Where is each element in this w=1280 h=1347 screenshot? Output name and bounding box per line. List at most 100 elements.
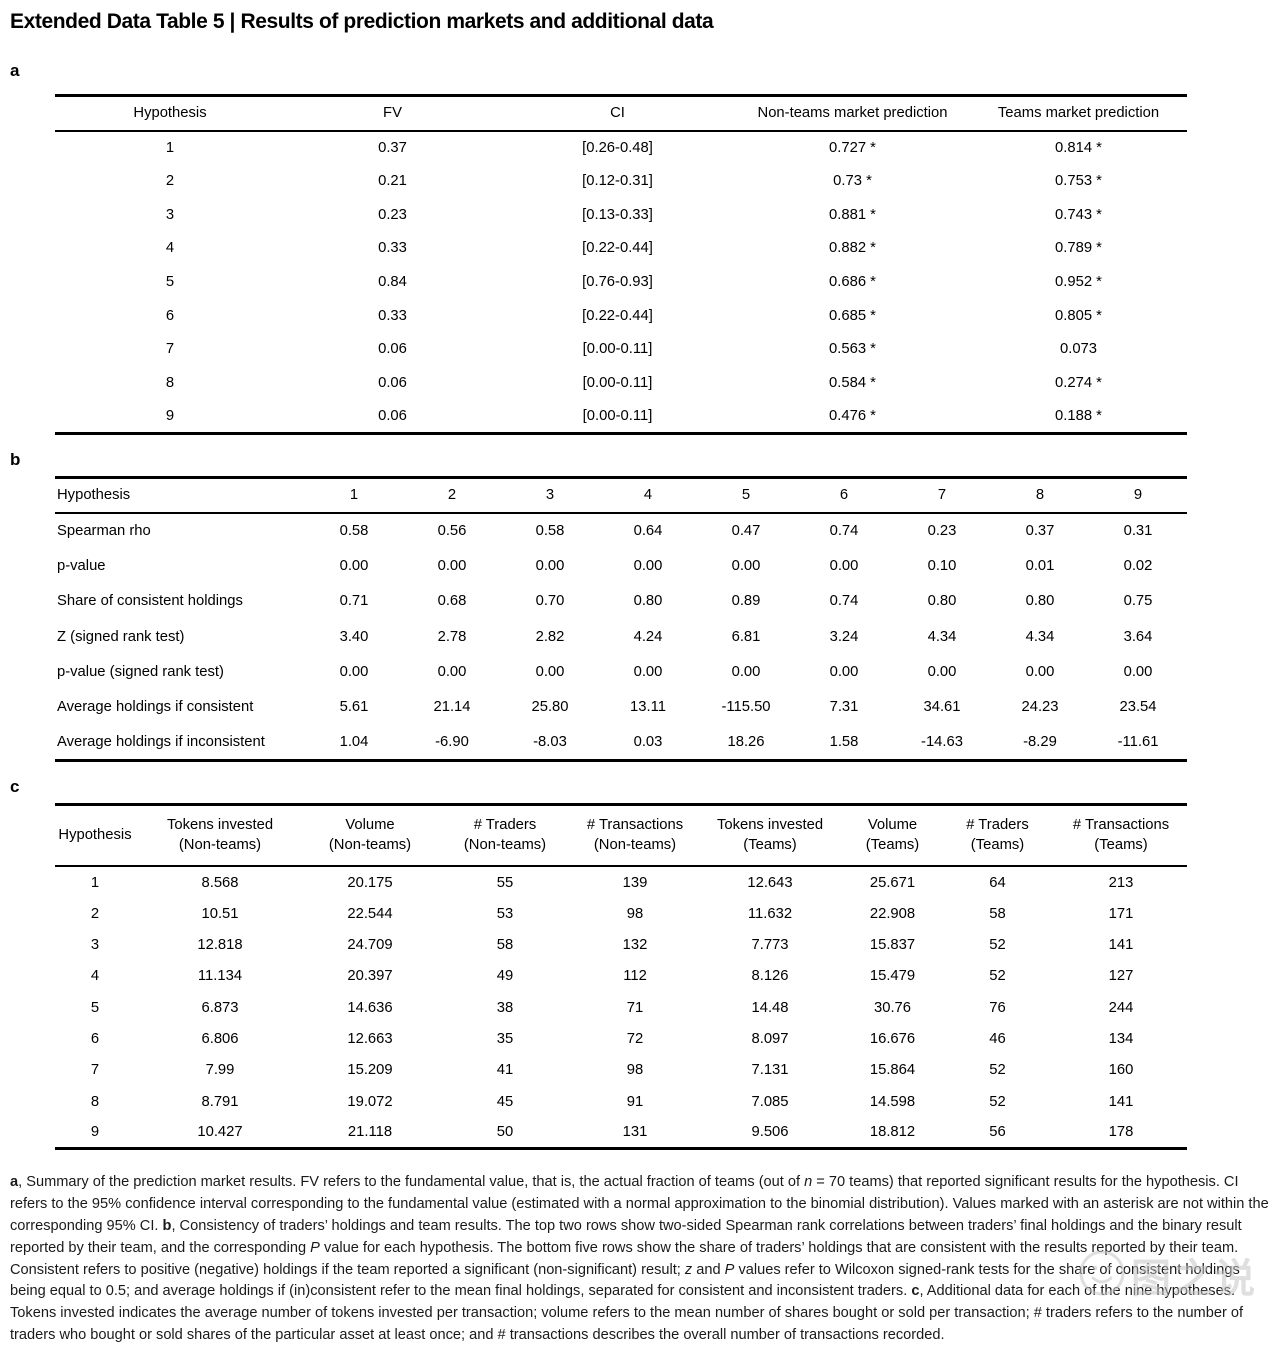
value-cell: 12.663 bbox=[347, 1031, 393, 1048]
column-header: 5 bbox=[741, 487, 751, 504]
value-cell: 0.75 bbox=[1123, 593, 1153, 610]
value-cell: 3.24 bbox=[829, 628, 859, 645]
value-cell: -115.50 bbox=[721, 699, 771, 716]
value-cell: [0.00-0.11] bbox=[582, 375, 653, 392]
value-cell: 0.31 bbox=[1123, 522, 1153, 539]
panel-label-c: c bbox=[10, 776, 20, 796]
footnote-segment: n bbox=[804, 1174, 813, 1191]
value-cell: [0.13-0.33] bbox=[582, 206, 653, 223]
value-cell: 0.80 bbox=[633, 593, 663, 610]
value-cell: 24.709 bbox=[347, 936, 393, 953]
value-cell: 98 bbox=[626, 905, 644, 922]
footnote-segment: , Summary of the prediction market resul… bbox=[18, 1174, 805, 1191]
value-cell: 35 bbox=[496, 1031, 514, 1048]
value-cell: 0.00 bbox=[731, 557, 761, 574]
column-header: # Traders (Non-teams) bbox=[463, 816, 547, 853]
value-cell: 2.82 bbox=[535, 628, 565, 645]
value-cell: 7.131 bbox=[751, 1062, 789, 1079]
column-header: Tokens invested (Teams) bbox=[716, 816, 824, 853]
table-row: 6 6.806 12.663 35 72 8.097 16.676 46 134 bbox=[55, 1023, 1187, 1054]
table-row: 8 8.791 19.072 45 91 7.085 14.598 52 141 bbox=[55, 1086, 1187, 1117]
column-header: 7 bbox=[937, 487, 947, 504]
table-row: 7 7.99 15.209 41 98 7.131 15.864 52 160 bbox=[55, 1055, 1187, 1086]
footnote-segment: P bbox=[310, 1239, 320, 1256]
value-cell: 52 bbox=[989, 936, 1006, 953]
value-cell: 18.812 bbox=[869, 1124, 916, 1141]
value-cell: 11.134 bbox=[197, 968, 243, 985]
value-cell: 11.632 bbox=[747, 905, 793, 922]
value-cell: 0.686 * bbox=[829, 274, 876, 291]
value-cell: [0.12-0.31] bbox=[582, 173, 653, 190]
table-row: 1 0.37 [0.26-0.48] 0.727 * 0.814 * bbox=[55, 131, 1187, 165]
value-cell: 0.89 bbox=[731, 593, 761, 610]
value-cell: 0.56 bbox=[437, 522, 467, 539]
row-label-cell: 2 bbox=[165, 173, 175, 190]
value-cell: 160 bbox=[1108, 1062, 1134, 1079]
value-cell: 0.00 bbox=[339, 663, 369, 680]
column-header: Hypothesis bbox=[133, 105, 207, 122]
additional-market-data-table: Hypothesis Tokens invested (Non-teams) Vol… bbox=[55, 802, 1187, 1151]
column-header: Hypothesis bbox=[57, 487, 131, 504]
row-label-cell: 1 bbox=[90, 874, 100, 891]
value-cell: 0.00 bbox=[829, 557, 859, 574]
value-cell: 15.209 bbox=[347, 1062, 393, 1079]
table-row: 1 8.568 20.175 55 139 12.643 25.671 64 213 bbox=[55, 866, 1187, 897]
row-label-cell: Z (signed rank test) bbox=[57, 628, 185, 645]
value-cell: 0.274 * bbox=[1055, 375, 1102, 392]
value-cell: 112 bbox=[623, 968, 647, 985]
value-cell: 0.805 * bbox=[1055, 307, 1102, 324]
table-row: Z (signed rank test) 3.40 2.78 2.82 4.24 6.81… bbox=[55, 619, 1187, 654]
value-cell: 8.097 bbox=[751, 1031, 789, 1048]
value-cell: 6.806 bbox=[201, 1031, 239, 1048]
value-cell: 244 bbox=[1108, 999, 1134, 1016]
value-cell: 0.685 * bbox=[829, 307, 876, 324]
row-label-cell: 5 bbox=[165, 274, 175, 291]
value-cell: 0.00 bbox=[437, 663, 467, 680]
value-cell: 98 bbox=[626, 1062, 644, 1079]
column-header: Non-teams market prediction bbox=[757, 105, 948, 122]
row-label-cell: 6 bbox=[165, 307, 175, 324]
value-cell: 0.476 * bbox=[829, 408, 876, 425]
value-cell: 0.952 * bbox=[1055, 274, 1102, 291]
table-row: 9 10.427 21.118 50 131 9.506 18.812 56 178 bbox=[55, 1118, 1187, 1149]
value-cell: 13.11 bbox=[630, 699, 666, 716]
table-row: 8 0.06 [0.00-0.11] 0.584 * 0.274 * bbox=[55, 366, 1187, 400]
value-cell: 14.636 bbox=[347, 999, 393, 1016]
value-cell: 0.10 bbox=[927, 557, 957, 574]
footnote-segment: a bbox=[10, 1174, 19, 1191]
value-cell: 5.61 bbox=[339, 699, 369, 716]
value-cell: 38 bbox=[496, 999, 514, 1016]
table-row: Average holdings if inconsistent 1.04 -6.9… bbox=[55, 725, 1187, 760]
value-cell: 132 bbox=[622, 936, 648, 953]
column-header: # Transactions (Non-teams) bbox=[586, 816, 684, 853]
value-cell: [0.22-0.44] bbox=[582, 240, 653, 257]
value-cell: 45 bbox=[496, 1093, 514, 1110]
value-cell: 0.84 bbox=[378, 274, 407, 291]
value-cell: 0.00 bbox=[927, 663, 957, 680]
table-row: p-value (signed rank test) 0.00 0.00 0.00 0.… bbox=[55, 654, 1187, 689]
value-cell: 56 bbox=[989, 1124, 1006, 1141]
value-cell: 141 bbox=[1108, 1093, 1134, 1110]
value-cell: 55 bbox=[496, 874, 514, 891]
footnote-segment: , Additional data for each of the nine h… bbox=[10, 1283, 1244, 1344]
column-header: 9 bbox=[1133, 487, 1143, 504]
column-header: 8 bbox=[1035, 487, 1045, 504]
row-label-cell: 9 bbox=[90, 1124, 100, 1141]
table-row: 4 11.134 20.397 49 112 8.126 15.479 52 127 bbox=[55, 961, 1187, 992]
table-row: Spearman rho 0.58 0.56 0.58 0.64 0.47 0.74 0.23… bbox=[55, 513, 1187, 548]
column-header: 1 bbox=[349, 487, 359, 504]
table-row: Average holdings if consistent 5.61 21.14 2… bbox=[55, 690, 1187, 725]
value-cell: 0.00 bbox=[1025, 663, 1055, 680]
panel-label-b: b bbox=[10, 450, 21, 470]
table-row: p-value 0.00 0.00 0.00 0.00 0.00 0.00 0.10 0.01 0… bbox=[55, 548, 1187, 583]
value-cell: 6.81 bbox=[731, 628, 761, 645]
value-cell: 0.80 bbox=[1025, 593, 1055, 610]
value-cell: 15.837 bbox=[869, 936, 916, 953]
value-cell: -8.03 bbox=[533, 733, 567, 750]
value-cell: 7.085 bbox=[751, 1093, 789, 1110]
value-cell: 19.072 bbox=[347, 1093, 393, 1110]
value-cell: 0.71 bbox=[339, 593, 369, 610]
value-cell: 0.00 bbox=[829, 663, 859, 680]
table-row: 7 0.06 [0.00-0.11] 0.563 * 0.073 bbox=[55, 333, 1187, 367]
column-header: # Traders (Teams) bbox=[966, 816, 1029, 853]
